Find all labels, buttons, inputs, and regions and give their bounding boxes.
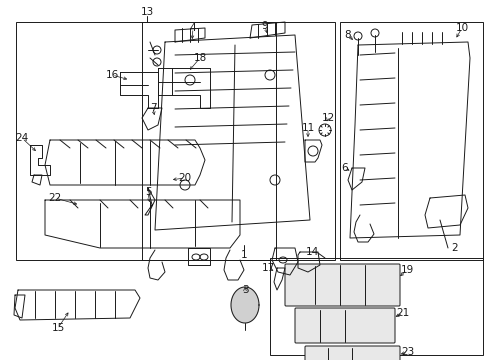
Text: 3: 3 [241, 285, 248, 295]
Text: 8: 8 [344, 30, 350, 40]
Polygon shape [230, 287, 259, 323]
Text: 23: 23 [401, 347, 414, 357]
Text: 7: 7 [149, 103, 156, 113]
Text: 9: 9 [261, 21, 268, 31]
Text: 18: 18 [193, 53, 206, 63]
Text: 17: 17 [261, 263, 274, 273]
Text: 14: 14 [305, 247, 318, 257]
Text: 13: 13 [140, 7, 153, 17]
Text: 6: 6 [341, 163, 347, 173]
Text: 11: 11 [301, 123, 314, 133]
Text: 5: 5 [144, 187, 151, 197]
Text: 19: 19 [400, 265, 413, 275]
Text: 12: 12 [321, 113, 334, 123]
Text: 4: 4 [189, 23, 196, 33]
Text: 1: 1 [240, 250, 247, 260]
Bar [16, 22, 275, 260]
Text: 21: 21 [396, 308, 409, 318]
Text: 16: 16 [105, 70, 119, 80]
Text: 20: 20 [178, 173, 191, 183]
Bar [269, 258, 482, 355]
Text: 2: 2 [451, 243, 457, 253]
Bar [142, 22, 334, 260]
FancyBboxPatch shape [285, 264, 399, 306]
Text: 15: 15 [51, 323, 64, 333]
Text: 22: 22 [48, 193, 61, 203]
Text: 10: 10 [454, 23, 468, 33]
FancyBboxPatch shape [305, 346, 399, 360]
Bar [339, 22, 482, 260]
Text: 24: 24 [15, 133, 29, 143]
FancyBboxPatch shape [294, 308, 394, 343]
